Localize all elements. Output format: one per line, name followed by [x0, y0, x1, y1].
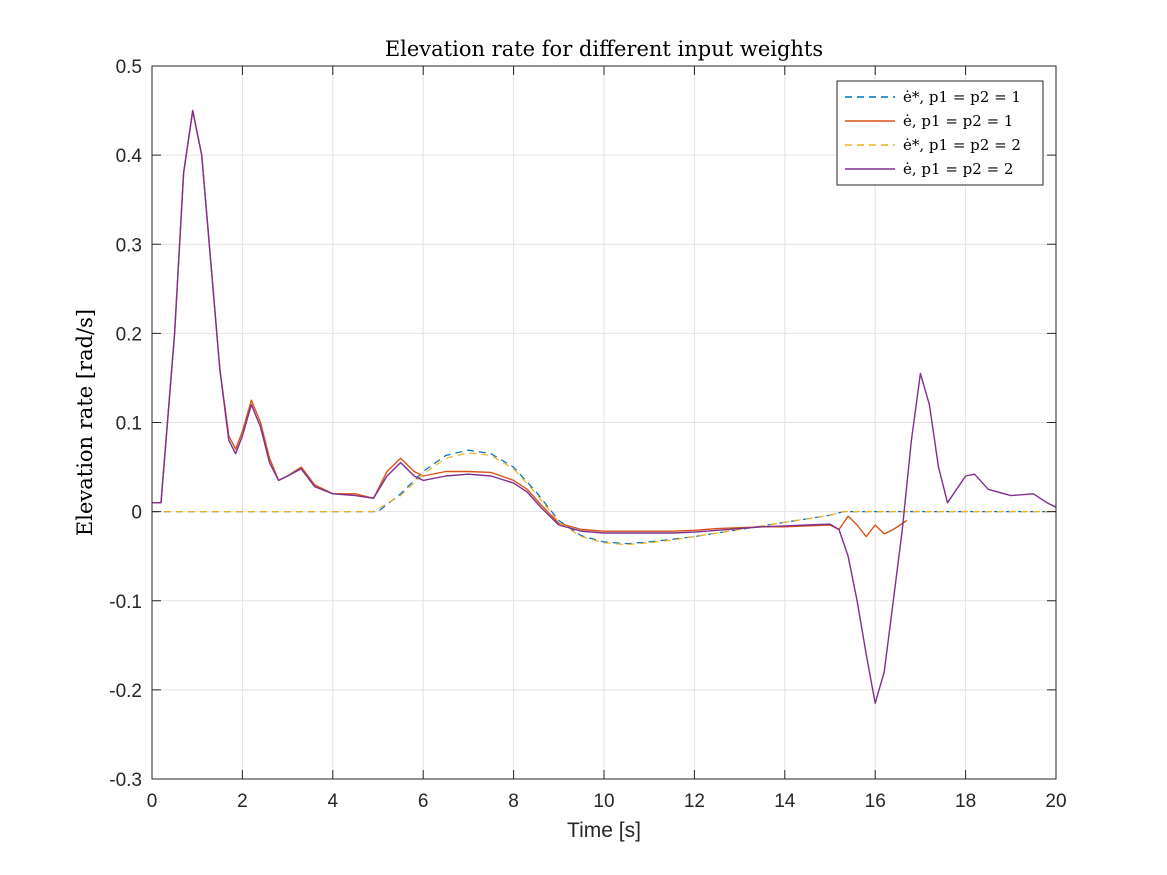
- series-line-1: [152, 449, 1056, 545]
- x-tick-label: 0: [147, 791, 158, 812]
- series-line-2: [152, 109, 908, 538]
- x-tick-label: 16: [865, 791, 886, 812]
- y-tick-label: 0: [131, 503, 142, 524]
- y-tick-label: 0.5: [116, 57, 142, 78]
- legend-label-3: ė*, p1 = p2 = 2: [903, 136, 1021, 154]
- y-axis-label: Elevation rate [rad/s]: [73, 309, 97, 536]
- y-tick-label: -0.2: [109, 681, 142, 702]
- series-line-4: [152, 109, 1056, 704]
- x-tick-label: 6: [418, 791, 429, 812]
- x-tick-label: 12: [684, 791, 705, 812]
- tick-labels: 0 2 4 6 8 10 12 14 16 18 20 -0.3 -0.2 -0.1 0 0.1 0.2 0.3 0…: [109, 57, 1066, 812]
- x-tick-label: 18: [955, 791, 976, 812]
- series-line-3: [152, 452, 1056, 546]
- x-tick-label: 20: [1045, 791, 1066, 812]
- x-tick-label: 8: [508, 791, 519, 812]
- legend-box: [836, 80, 1044, 186]
- y-tick-label: 0.3: [116, 235, 142, 256]
- x-tick-label: 10: [593, 791, 614, 812]
- series-layer: [152, 109, 1056, 704]
- x-tick-label: 2: [237, 791, 248, 812]
- x-tick-label: 4: [328, 791, 339, 812]
- legend-label-4: ė, p1 = p2 = 2: [903, 160, 1013, 178]
- x-tick-label: 14: [774, 791, 796, 812]
- chart-title: Elevation rate for different input weigh…: [385, 37, 823, 61]
- ticks: [151, 65, 1057, 780]
- y-tick-label: 0.1: [116, 414, 142, 435]
- y-tick-label: 0.4: [116, 146, 143, 167]
- x-axis-label: Time [s]: [567, 819, 641, 842]
- y-tick-label: -0.3: [109, 770, 142, 791]
- legend: ė*, p1 = p2 = 1 ė, p1 = p2 = 1 ė*, p1 = p2…: [836, 80, 1044, 186]
- legend-label-1: ė*, p1 = p2 = 1: [903, 88, 1021, 106]
- legend-label-2: ė, p1 = p2 = 1: [903, 112, 1013, 130]
- y-tick-label: -0.1: [109, 592, 142, 613]
- y-tick-label: 0.2: [116, 324, 142, 345]
